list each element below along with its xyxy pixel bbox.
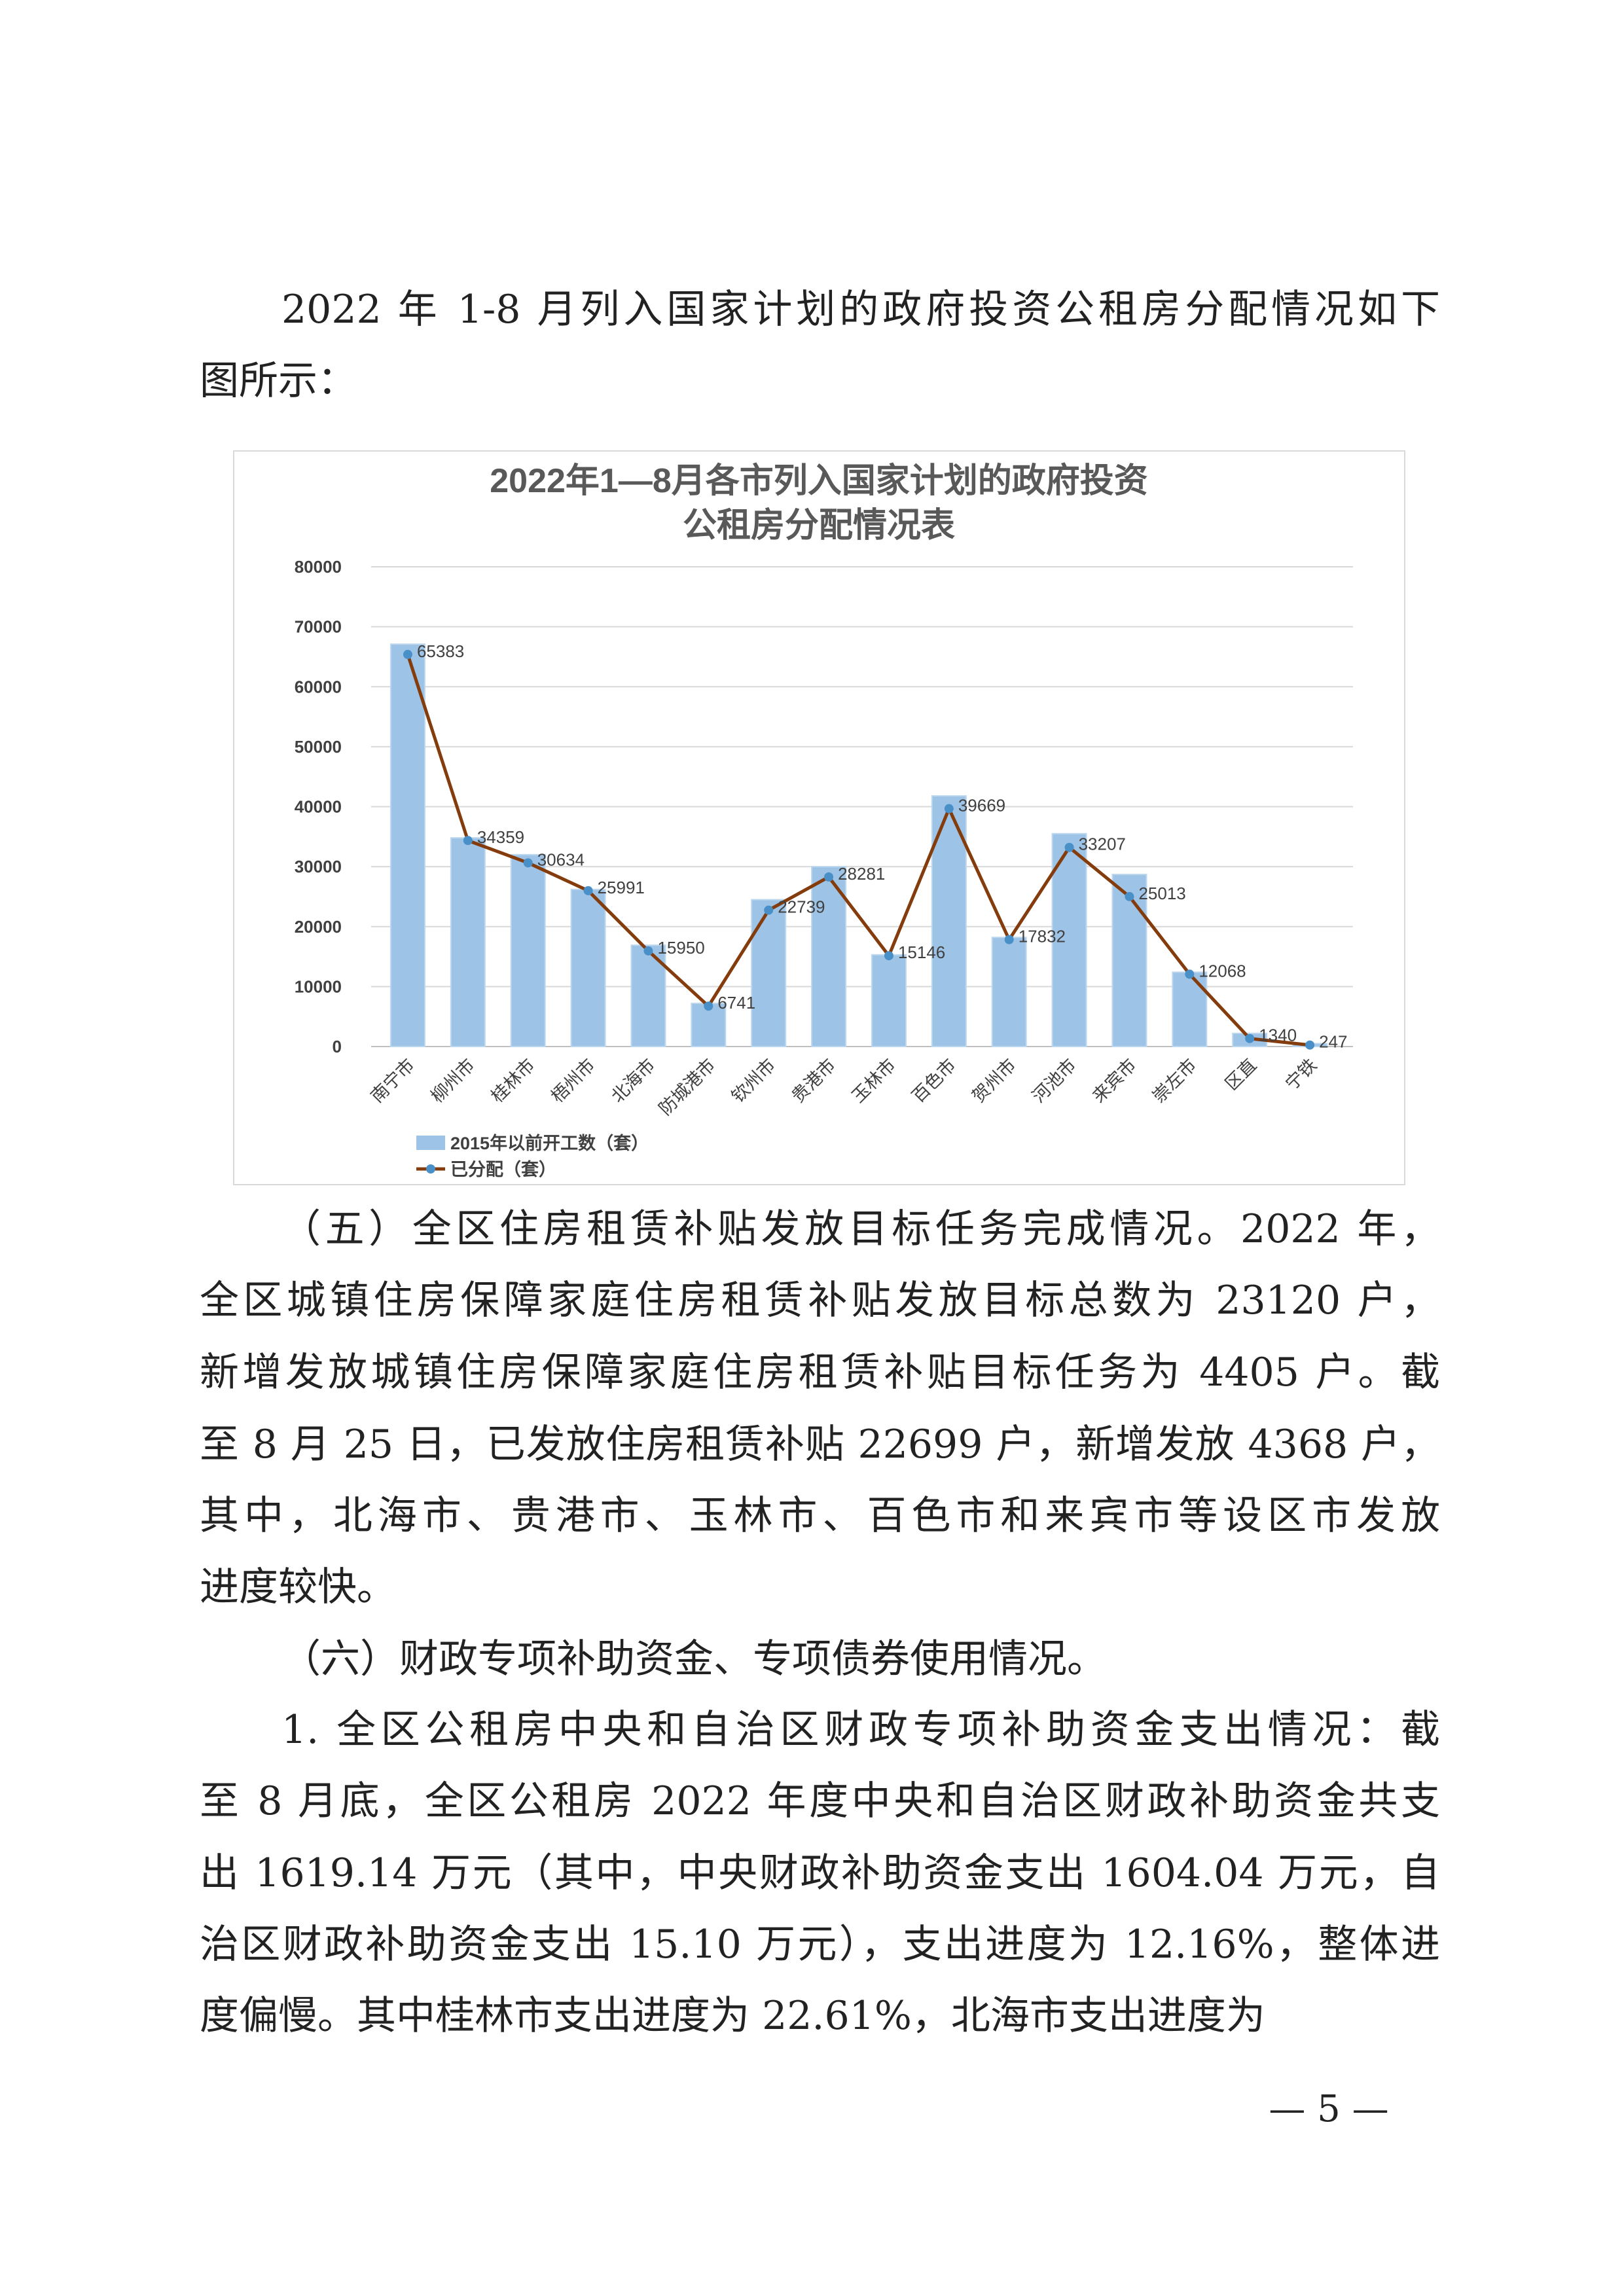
data-label: 17832 — [1019, 927, 1066, 946]
data-point — [884, 951, 893, 961]
x-tick-label: 北海市 — [607, 1055, 659, 1106]
data-point — [1004, 935, 1014, 944]
bar — [871, 954, 907, 1047]
data-label: 15950 — [657, 938, 704, 958]
y-tick-label: 0 — [333, 1037, 342, 1056]
data-point — [1305, 1040, 1315, 1050]
bar — [811, 866, 847, 1047]
x-tick-label: 柳州市 — [427, 1055, 478, 1106]
text-line: 度偏慢。其中桂林市支出进度为 22.61%，北海市支出进度为 — [200, 1993, 1265, 2039]
bar — [1051, 833, 1087, 1047]
legend-line-marker — [426, 1164, 435, 1174]
x-tick-label: 梧州市 — [547, 1055, 598, 1106]
chart-title: 公租房分配情况表 — [683, 507, 955, 545]
text-line: 至 8 月 25 日，已发放住房租赁补贴 22699 户，新增发放 4368 户… — [200, 1422, 1440, 1467]
data-label: 22739 — [778, 897, 825, 917]
legend-bar-label: 2015年以前开工数（套） — [450, 1133, 649, 1153]
y-tick-label: 50000 — [295, 737, 342, 757]
data-point — [583, 886, 593, 895]
x-tick-label: 贺州市 — [968, 1055, 1019, 1106]
x-tick-label: 玉林市 — [848, 1055, 899, 1106]
text-line: 出 1619.14 万元（其中，中央财政补助资金支出 1604.04 万元，自 — [200, 1850, 1440, 1896]
x-tick-label: 百色市 — [909, 1055, 960, 1106]
data-label: 34359 — [477, 827, 524, 847]
bar — [450, 837, 486, 1048]
data-point — [824, 872, 834, 882]
x-tick-label: 防城港市 — [655, 1055, 719, 1119]
bar — [389, 643, 425, 1048]
x-tick-label: 区直 — [1221, 1055, 1260, 1094]
series-line — [406, 654, 1310, 1047]
y-tick-label: 10000 — [295, 977, 342, 996]
bar — [570, 888, 606, 1047]
text-line: 2022 年 1-8 月列入国家计划的政府投资公租房分配情况如下 — [281, 287, 1440, 332]
x-tick-label: 河池市 — [1028, 1055, 1079, 1106]
bar — [510, 853, 546, 1047]
text-line: 其中，北海市、贵港市、玉林市、百色市和来宾市等设区市发放 — [200, 1493, 1440, 1539]
text-line: （五）全区住房租赁补贴发放目标任务完成情况。2022 年， — [281, 1206, 1440, 1252]
data-point — [403, 649, 412, 659]
y-tick-label: 20000 — [295, 917, 342, 937]
data-point — [643, 946, 653, 956]
x-tick-label: 桂林市 — [487, 1055, 538, 1106]
legend-bar-swatch — [416, 1136, 445, 1150]
chart-title: 2022年1—8月各市列入国家计划的政府投资 — [490, 462, 1148, 500]
data-point — [1185, 969, 1195, 979]
text-line: 新增发放城镇住房保障家庭住房租赁补贴目标任务为 4405 户。截 — [200, 1350, 1440, 1395]
text-line: 至 8 月底，全区公租房 2022 年度中央和自治区财政补助资金共支 — [200, 1778, 1440, 1824]
data-point — [1064, 842, 1074, 852]
text-line: 图所示： — [200, 358, 357, 404]
data-label: 25991 — [598, 878, 645, 897]
chart-container: 2022年1—8月各市列入国家计划的政府投资 公租房分配情况表 0 10000 2000… — [233, 450, 1405, 1185]
y-tick-label: 80000 — [295, 557, 342, 577]
data-label: 33207 — [1079, 834, 1126, 854]
bar — [1111, 874, 1147, 1047]
data-point — [704, 1001, 713, 1011]
bar — [630, 944, 666, 1047]
text-line: （六）财政专项补助资金、专项债券使用情况。 — [281, 1636, 1106, 1682]
bar — [1172, 971, 1208, 1048]
data-label: 6741 — [717, 993, 755, 1013]
data-label: 65383 — [417, 641, 464, 661]
x-tick-label: 南宁市 — [367, 1055, 418, 1106]
page-number: — 5 — — [1269, 2088, 1389, 2130]
data-point — [944, 804, 954, 814]
data-label: 28281 — [838, 864, 885, 884]
data-label: 247 — [1319, 1032, 1347, 1052]
y-tick-label: 70000 — [295, 617, 342, 637]
text-line: 治区财政补助资金支出 15.10 万元），支出进度为 12.16%，整体进 — [200, 1922, 1440, 1967]
text-line: 全区城镇住房保障家庭住房租赁补贴发放目标总数为 23120 户， — [200, 1278, 1440, 1323]
y-tick-label: 60000 — [295, 677, 342, 696]
data-point — [1125, 891, 1134, 901]
legend-line-label: 已分配（套） — [450, 1160, 556, 1179]
x-tick-label: 钦州市 — [728, 1055, 779, 1106]
x-tick-label: 来宾市 — [1089, 1055, 1140, 1106]
data-label: 25013 — [1138, 884, 1185, 903]
data-label: 39669 — [958, 796, 1005, 816]
text-line: 进度较快。 — [200, 1564, 396, 1610]
y-tick-label: 40000 — [295, 797, 342, 817]
data-label: 15146 — [898, 942, 945, 962]
data-label: 12068 — [1199, 961, 1246, 980]
data-label: 1340 — [1259, 1026, 1297, 1045]
x-tick-label: 贵港市 — [788, 1055, 839, 1106]
text-line: 1. 全区公租房中央和自治区财政专项补助资金支出情况：截 — [281, 1707, 1440, 1753]
x-tick-label: 崇左市 — [1149, 1055, 1200, 1106]
data-label: 30634 — [537, 850, 585, 869]
bar — [751, 899, 787, 1047]
bar — [991, 937, 1027, 1047]
x-tick-label: 宁铁 — [1282, 1055, 1320, 1094]
data-point — [463, 836, 473, 846]
y-tick-label: 30000 — [295, 857, 342, 876]
data-point — [764, 905, 774, 915]
data-point — [1245, 1033, 1255, 1043]
data-point — [523, 858, 533, 868]
